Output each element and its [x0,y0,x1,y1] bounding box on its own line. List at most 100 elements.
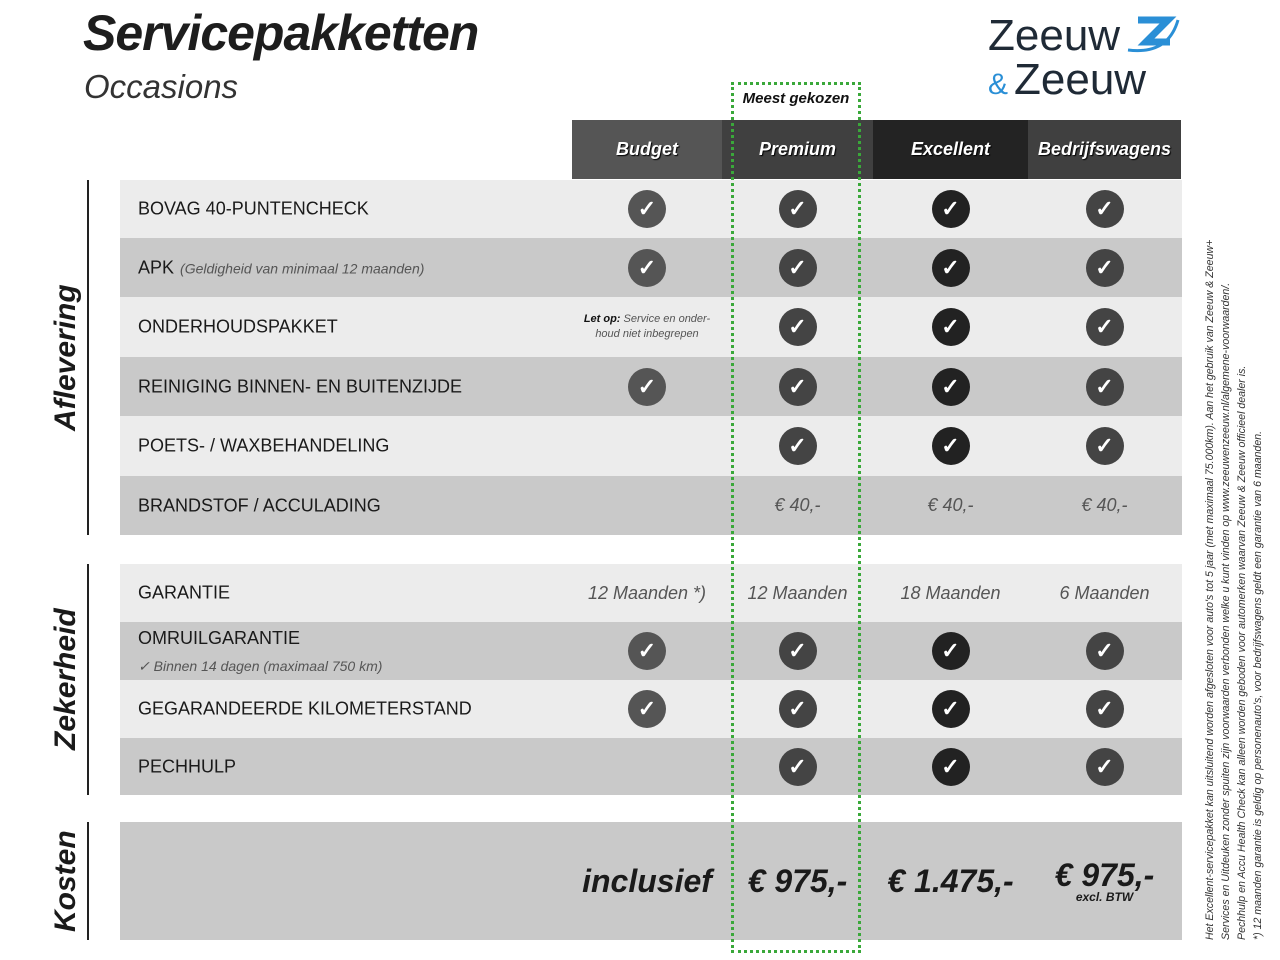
check-icon: ✓ [1085,690,1124,728]
cell-budget: ✓ [572,622,722,680]
price: € 975,- [748,865,848,897]
check-icon: ✓ [931,690,970,728]
cell-budget [572,476,722,535]
cell-value: € 40,- [1081,495,1128,515]
table-row: OMRUILGARANTIE ✓ Binnen 14 dagen (maximaa… [120,622,1182,680]
check-icon: ✓ [931,632,970,670]
check-icon: ✓ [778,190,817,228]
section-divider [87,180,89,535]
check-icon: ✓ [931,308,970,346]
note: Let op: Service en onder-houd niet inbeg… [582,312,712,342]
cell-budget: ✓ [572,238,722,297]
svg-text:Zeeuw: Zeeuw [1014,55,1146,100]
footnotes: Het Excellent-servicepakket kan uitsluit… [1204,130,1274,940]
section-divider [87,564,89,795]
package-header-excellent: Excellent [873,120,1028,179]
row-label-text: BRANDSTOF / ACCULADING [138,495,381,515]
price-value: € 975,- [747,863,848,899]
footnote: Services en Uitdeuken zonder spuiten zij… [1220,282,1232,940]
section-label-aflevering: Aflevering [49,284,82,431]
cell-bedrijfswagens: ✓ [1028,180,1181,238]
price-value: € 975,- [1054,857,1155,893]
cell-bedrijfswagens: ✓ [1028,238,1181,297]
package-header-budget: Budget [572,120,722,179]
cell-bedrijfswagens: ✓ [1028,680,1181,738]
cell-excellent: ✓ [873,622,1028,680]
price: € 1.475,- [887,865,1013,897]
check-icon: ✓ [1085,427,1124,465]
cell-value: 6 Maanden [1059,582,1150,603]
cell-premium: ✓ [722,622,873,680]
table-row: APK (Geldigheid van minimaal 12 maanden) ✓… [120,238,1182,297]
table-row: REINIGING BINNEN- EN BUITENZIJDE ✓ ✓ ✓ ✓ [120,357,1182,416]
check-icon: ✓ [628,367,666,406]
check-icon: ✓ [778,367,817,406]
cell-budget: ✓ [572,180,722,238]
cell-budget: Let op: Service en onder-houd niet inbeg… [572,297,722,357]
cell-premium: ✓ [722,680,873,738]
cell-bedrijfswagens: ✓ [1028,416,1181,476]
row-label: PECHHULP [138,756,236,777]
check-icon: ✓ [778,747,817,786]
row-sublabel: ✓ Binnen 14 dagen (maximaal 750 km) [138,658,383,674]
cell-value: 12 Maanden *) [587,582,707,603]
cell-excellent: ✓ [873,238,1028,297]
row-label: POETS- / WAXBEHANDELING [138,436,389,457]
cell-premium: ✓ [722,297,873,357]
cell-excellent: ✓ [873,180,1028,238]
row-label: GEGARANDEERDE KILOMETERSTAND [138,699,472,720]
check-icon: ✓ [628,190,666,228]
check-icon: ✓ [778,690,817,728]
cell-premium: ✓ [722,738,873,795]
check-icon: ✓ [1085,747,1124,786]
row-label-text: APK [138,257,175,277]
row-label-text: OMRUILGARANTIE [138,628,301,648]
cell-bedrijfswagens: ✓ [1028,357,1181,416]
cell-budget: inclusief [572,822,722,940]
check-icon: ✓ [931,367,970,406]
check-icon: ✓ [1085,308,1124,346]
most-chosen-label: Meest gekozen [742,90,850,107]
check-icon: ✓ [931,747,970,786]
row-label-text: GARANTIE [138,582,231,603]
cell-budget [572,416,722,476]
check-icon: ✓ [778,308,817,346]
row-label: OMRUILGARANTIE [138,628,300,649]
cell-excellent: ✓ [873,738,1028,795]
price: € 975,- excl. BTW [1055,859,1155,903]
check-icon: ✓ [778,248,817,287]
row-label: ONDERHOUDSPAKKET [138,317,338,338]
note-bold: Let op: [583,313,621,325]
note-text: Service en onder-houd niet inbegrepen [595,313,711,340]
price: inclusief [582,865,712,897]
package-header-bedrijfswagens: Bedrijfswagens [1028,120,1181,179]
cell-budget: 12 Maanden *) [572,564,722,622]
cell-value: 18 Maanden [900,582,1001,603]
check-icon: ✓ [1085,367,1124,406]
row-label-text: GEGARANDEERDE KILOMETERSTAND [138,698,472,719]
row-label: GARANTIE [138,583,230,604]
table-row: GEGARANDEERDE KILOMETERSTAND ✓ ✓ ✓ ✓ [120,680,1182,738]
table-row: inclusief € 975,- € 1.475,- € 975,- excl. BT… [120,822,1182,940]
check-icon: ✓ [628,632,666,670]
package-header-premium: Premium [722,120,873,179]
cell-premium: € 40,- [722,476,873,535]
table-row: BRANDSTOF / ACCULADING € 40,- € 40,- € 40,- [120,476,1182,535]
zeeuw-zeeuw-logo: Zeeuw & Zeeuw [988,11,1180,100]
row-label-text: BOVAG 40-PUNTENCHECK [138,198,369,219]
cell-excellent: ✓ [873,416,1028,476]
cell-premium: ✓ [722,357,873,416]
footnote: Pechhulp en Accu Health Check kan alleen… [1236,365,1248,940]
price-value: inclusief [582,863,712,899]
cell-excellent: € 1.475,- [873,822,1028,940]
check-icon: ✓ [1085,190,1124,228]
cell-bedrijfswagens: € 40,- [1028,476,1181,535]
check-icon: ✓ [931,248,970,287]
check-icon: ✓ [1085,248,1124,287]
row-label: BOVAG 40-PUNTENCHECK [138,199,369,220]
row-label-text: ONDERHOUDSPAKKET [138,316,338,337]
row-label-text: POETS- / WAXBEHANDELING [138,435,390,456]
cell-bedrijfswagens: ✓ [1028,622,1181,680]
cell-budget [572,738,722,795]
footnote: Het Excellent-servicepakket kan uitsluit… [1204,239,1216,940]
